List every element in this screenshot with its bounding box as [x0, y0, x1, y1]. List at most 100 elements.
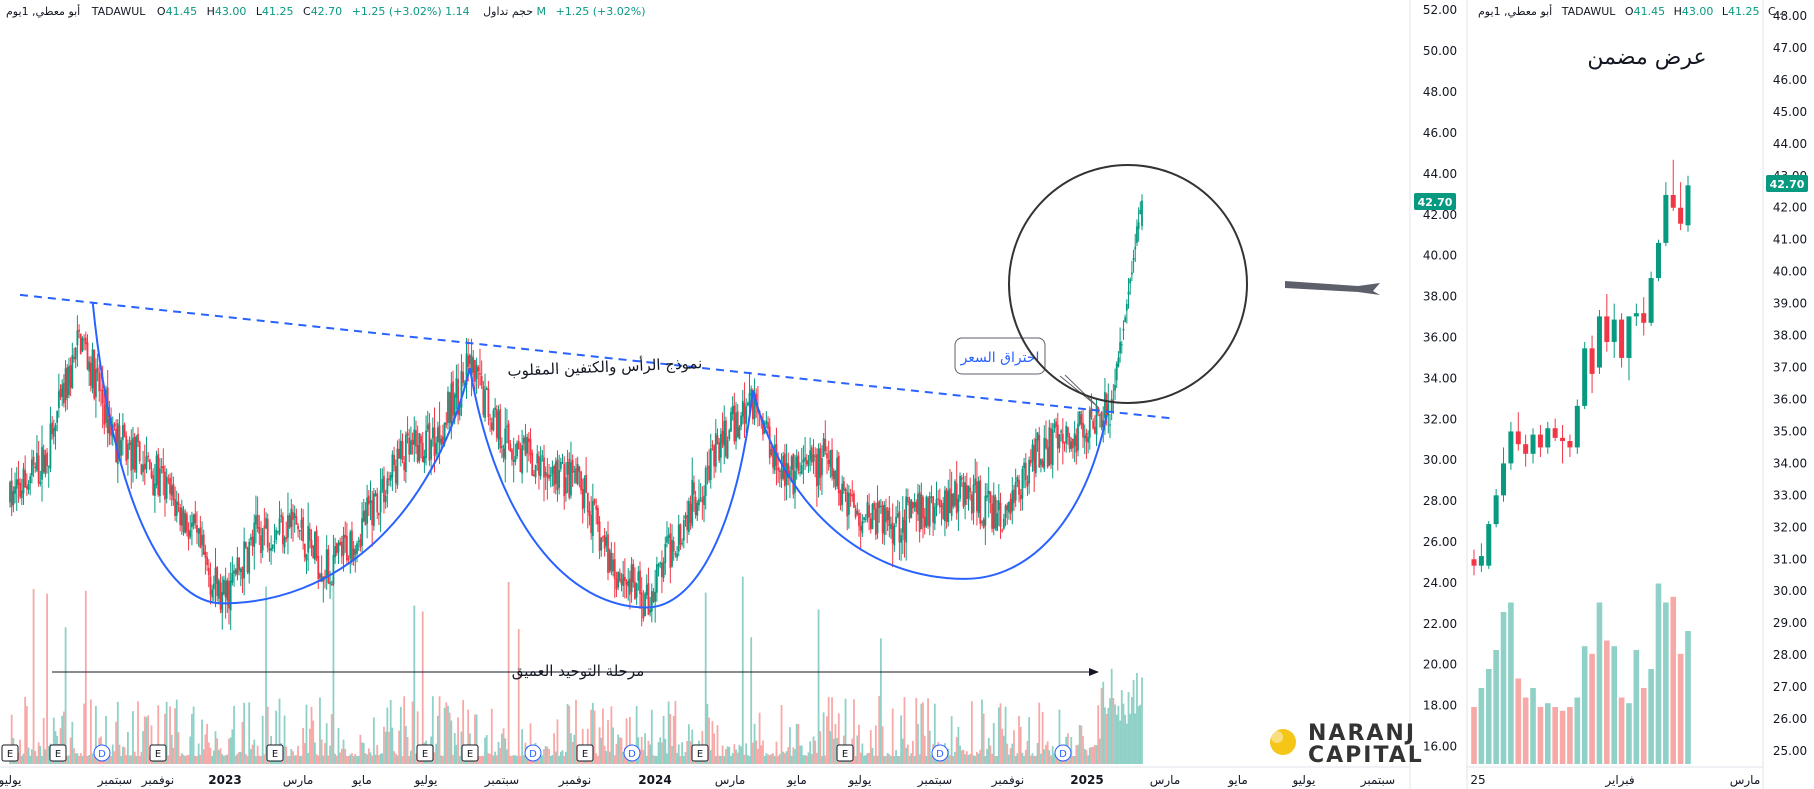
candle-body: [575, 468, 577, 483]
volume-bar: [302, 727, 305, 764]
main-y-tick: 50.00: [1423, 44, 1457, 58]
volume-bar: [1109, 698, 1111, 764]
candle-body: [900, 535, 903, 543]
main-y-tick: 16.00: [1423, 740, 1457, 754]
volume-bar: [47, 746, 50, 764]
volume-bar: [460, 731, 463, 764]
volume-bar: [649, 744, 652, 764]
volume-bar: [197, 743, 200, 764]
zoom-y-tick: 38.00: [1773, 329, 1807, 343]
candle-body: [967, 485, 970, 499]
volume-bar: [1136, 672, 1138, 764]
candle-body: [61, 384, 64, 398]
candle-body: [52, 428, 55, 437]
volume-bar: [1006, 743, 1009, 764]
candle-body: [1019, 494, 1022, 500]
candle-body: [512, 459, 515, 462]
volume-bar: [217, 749, 220, 764]
volume-bar: [896, 755, 899, 764]
volume-bar: [295, 755, 298, 764]
candle-body: [143, 463, 146, 470]
volume-bar: [1092, 746, 1095, 764]
volume-bar: [709, 750, 712, 764]
zoom-candle-body: [1508, 431, 1514, 464]
volume-bar: [1014, 755, 1017, 764]
volume-bar: [751, 742, 754, 764]
volume-bar: [69, 737, 72, 764]
candle-body: [162, 465, 165, 474]
candle-body: [686, 514, 689, 531]
volume-bar: [175, 699, 178, 764]
candle-body: [354, 548, 357, 555]
volume-bar: [448, 712, 451, 764]
volume-bar: [209, 747, 212, 764]
volume-bar: [84, 590, 87, 764]
volume-bar: [95, 705, 97, 764]
logo-highlight: [1271, 731, 1283, 743]
candle-body: [379, 490, 382, 513]
volume-bar: [718, 755, 721, 764]
volume-bar: [745, 743, 748, 764]
candle-body: [987, 490, 990, 495]
volume-bar: [676, 752, 678, 764]
candle-body: [256, 514, 259, 529]
candle-body: [794, 470, 796, 493]
zoom-volume-bar: [1559, 710, 1566, 764]
zoom-candle-body: [1537, 434, 1543, 448]
volume-bar: [824, 755, 827, 764]
volume-bar: [755, 740, 758, 764]
candle-body: [846, 491, 849, 517]
volume-bar: [46, 593, 48, 764]
volume-bar: [1097, 705, 1100, 764]
candle-body: [976, 481, 978, 512]
candle-body: [634, 581, 636, 600]
volume-bar: [595, 753, 598, 764]
candle-body: [66, 367, 69, 398]
volume-bar: [1021, 752, 1024, 764]
volume-bar: [106, 755, 109, 764]
volume-bar: [24, 696, 27, 764]
volume-bar: [596, 755, 599, 764]
zoom-volume-bar: [1552, 707, 1558, 764]
volume-bar: [890, 755, 892, 764]
candle-body: [1112, 400, 1115, 402]
candle-body: [37, 455, 40, 484]
volume-bar: [645, 755, 648, 764]
volume-bar: [164, 713, 166, 764]
candle-body: [644, 593, 646, 617]
volume-bar: [303, 743, 306, 764]
volume-bar: [711, 721, 714, 764]
candle-body: [494, 407, 497, 411]
volume-bar: [1082, 736, 1084, 764]
volume-bar: [433, 752, 436, 764]
candle-body: [443, 422, 446, 444]
candle-body: [251, 536, 254, 547]
volume-bar: [923, 735, 926, 764]
volume-bar: [330, 714, 333, 764]
candle-body: [420, 436, 422, 444]
logo-line1: NARANJ: [1308, 721, 1416, 746]
candle-body: [406, 432, 409, 436]
candle-body: [1093, 426, 1096, 433]
volume-bar: [1117, 705, 1120, 764]
candle-body: [561, 462, 564, 464]
volume-bar: [189, 736, 192, 764]
earnings-marker: [149, 744, 167, 762]
volume-bar: [559, 751, 562, 764]
volume-bar: [1024, 749, 1027, 764]
zoom-candle-body: [1523, 444, 1529, 454]
candle-body: [22, 468, 25, 494]
volume-bar: [308, 728, 311, 764]
candle-body: [234, 569, 237, 574]
candle-body: [908, 501, 911, 519]
candle-body: [182, 510, 185, 533]
volume-bar: [804, 755, 806, 764]
zoom-volume-bar: [1500, 612, 1507, 764]
candle-body: [411, 439, 414, 446]
volume-bar: [116, 701, 119, 764]
volume-bar: [930, 754, 933, 764]
zoom-low-label: L: [1721, 5, 1728, 18]
exchange-label: TADAWUL: [91, 5, 146, 18]
candle-body: [1009, 498, 1012, 514]
candle-body: [997, 500, 1000, 511]
